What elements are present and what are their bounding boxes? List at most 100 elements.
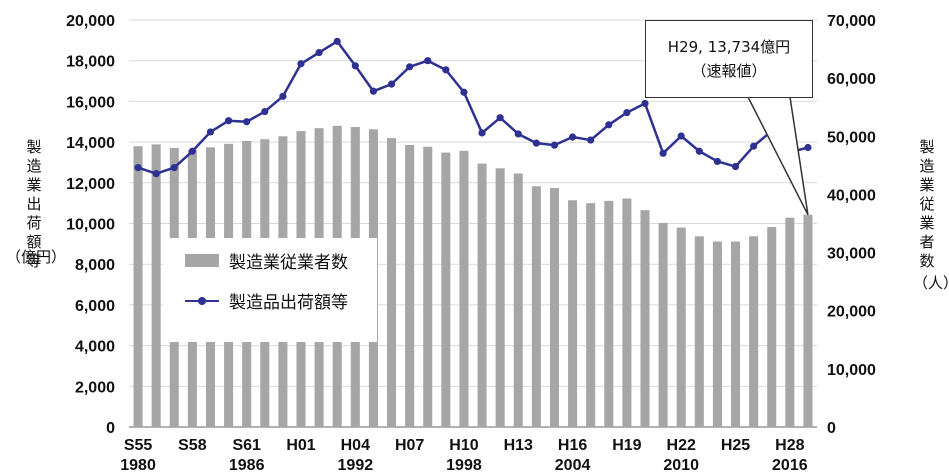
- legend: 製造業従業者数 製造品出荷額等: [163, 238, 377, 342]
- right-tick-label: 0: [827, 420, 836, 437]
- left-tick-label: 6,000: [75, 298, 115, 315]
- callout-annotation: H29, 13,734億円 （速報値）: [645, 20, 813, 98]
- line-point: [424, 57, 432, 65]
- line-point: [134, 163, 142, 172]
- left-tick-label: 20,000: [66, 13, 115, 30]
- bar: [387, 138, 397, 427]
- line-point: [387, 80, 396, 88]
- series-line-segment: [281, 63, 303, 97]
- left-tick-label: 4,000: [75, 339, 115, 356]
- left-tick-label: 12,000: [66, 176, 115, 193]
- bar: [676, 227, 686, 427]
- line-point: [460, 88, 468, 96]
- bar: [749, 236, 759, 427]
- series-line-segment: [191, 131, 212, 153]
- bar: [694, 236, 704, 427]
- line-point: [532, 139, 540, 147]
- line-point: [369, 87, 378, 95]
- x-tick-label: H13: [504, 437, 533, 454]
- x-tick-year-label: 1986: [229, 457, 265, 474]
- left-tick-label: 14,000: [66, 135, 115, 152]
- series-line-segment: [481, 116, 501, 134]
- line-point: [677, 132, 685, 140]
- callout-pointer: [746, 95, 809, 216]
- line-point: [206, 128, 215, 136]
- bar: [586, 203, 596, 427]
- x-tick-label: H16: [558, 437, 587, 454]
- left-tick-label: 2,000: [75, 379, 115, 396]
- legend-label-shipments: 製造品出荷額等: [229, 293, 348, 313]
- line-point: [224, 117, 233, 125]
- line-point: [659, 149, 667, 157]
- line-point: [695, 147, 703, 155]
- bar: [531, 186, 541, 427]
- x-tick-label: H22: [667, 437, 696, 454]
- x-tick-label: S61: [232, 437, 261, 454]
- line-point: [333, 37, 341, 45]
- x-tick-label: S55: [124, 437, 153, 454]
- right-tick-label: 20,000: [827, 304, 876, 321]
- right-tick-label: 50,000: [827, 129, 876, 146]
- series-line-segment: [390, 65, 411, 86]
- bar: [459, 150, 469, 428]
- series-line-segment: [336, 40, 357, 67]
- line-point: [478, 129, 486, 137]
- bar: [767, 226, 777, 427]
- callout-line1: H29, 13,734億円: [667, 38, 791, 56]
- right-axis-label: 製造業従業者数: [919, 138, 935, 270]
- left-tick-label: 16,000: [66, 94, 115, 111]
- x-tick-label: H19: [612, 437, 641, 454]
- line-point: [713, 157, 722, 166]
- bar: [477, 163, 487, 427]
- bar: [640, 210, 650, 427]
- left-axis-unit: （億円）: [6, 248, 67, 266]
- series-line-segment: [608, 111, 628, 126]
- line-point: [152, 170, 160, 178]
- callout-pointer-shape: [746, 96, 809, 216]
- line-point: [406, 63, 414, 71]
- series-line-segment: [462, 91, 484, 134]
- left-tick-label: 18,000: [66, 54, 115, 71]
- x-tick-year-label: 2016: [772, 457, 808, 474]
- x-tick-year-label: 2010: [663, 457, 699, 474]
- right-axis-unit: （人）: [913, 274, 949, 292]
- left-tick-label: 10,000: [66, 217, 115, 234]
- x-tick-label: H25: [721, 437, 750, 454]
- x-tick-year-label: 1992: [338, 457, 374, 474]
- series-line-segment: [263, 95, 284, 113]
- right-tick-label: 60,000: [827, 71, 876, 88]
- callout-line2: （速報値）: [691, 62, 767, 80]
- series-line-segment: [662, 135, 683, 155]
- bar: [803, 214, 813, 427]
- line-point: [188, 147, 196, 155]
- bar: [658, 222, 668, 427]
- x-tick-year-label: 1980: [120, 457, 156, 474]
- bar: [549, 188, 559, 427]
- bar: [151, 144, 161, 427]
- x-tick-year-label: 1998: [446, 457, 482, 474]
- bar: [731, 241, 741, 427]
- x-axis-ticks: S55 1980 S58 S61 1986 H01 H04 1992 H07 H10 1998 H13…: [120, 437, 807, 474]
- x-tick-label: H07: [395, 437, 424, 454]
- line-point: [804, 143, 812, 152]
- right-tick-label: 30,000: [827, 246, 876, 263]
- x-tick-label: H04: [341, 437, 370, 454]
- series-line-segment: [589, 123, 610, 142]
- series-line-segment: [444, 69, 465, 94]
- bar: [785, 217, 795, 427]
- bar: [133, 146, 143, 428]
- line-point: [550, 141, 559, 149]
- left-tick-label: 8,000: [75, 257, 115, 274]
- line-point: [496, 114, 504, 122]
- series-line-segment: [643, 103, 665, 154]
- x-tick-label: S58: [178, 437, 207, 454]
- bar: [513, 173, 523, 427]
- line-point: [514, 130, 522, 138]
- bar: [622, 198, 632, 427]
- series-line-segment: [499, 116, 520, 135]
- right-tick-label: 40,000: [827, 187, 876, 204]
- line-point: [641, 99, 649, 108]
- left-axis-label: 製造業出荷額等: [26, 138, 42, 270]
- series-line-segment: [173, 150, 194, 169]
- line-point: [750, 142, 758, 150]
